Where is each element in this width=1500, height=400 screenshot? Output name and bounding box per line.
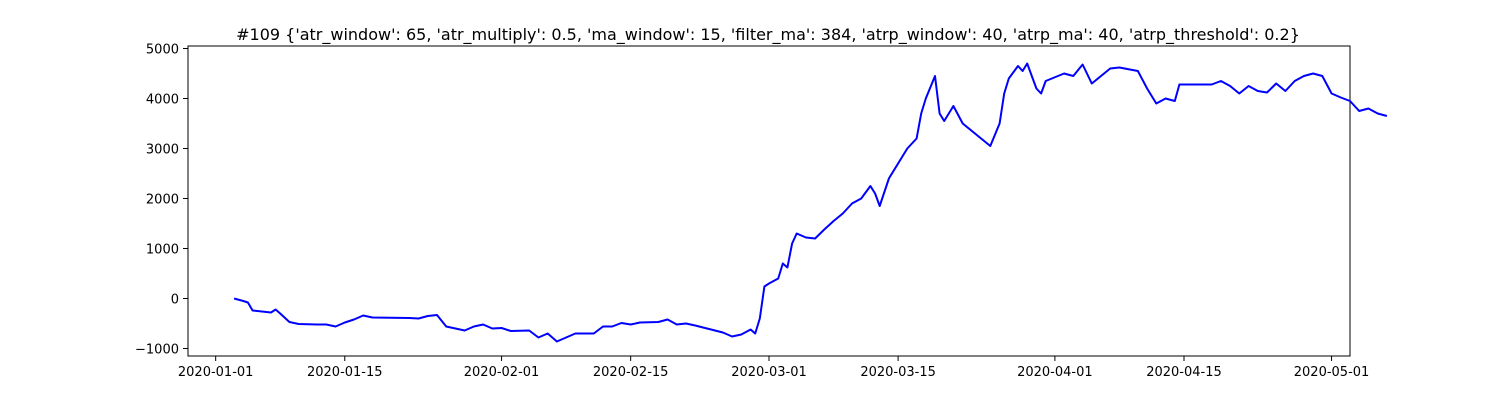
- x-tick-label: 2020-04-01: [1017, 365, 1093, 380]
- y-tick-label: 0: [171, 293, 179, 308]
- y-tick-label: 2000: [146, 193, 179, 208]
- x-axis: 2020-01-01 2020-01-15 2020-02-01 2020-02-15…: [178, 356, 1369, 380]
- x-tick-label: 2020-03-01: [731, 365, 807, 380]
- y-axis: −1000 0 1000 2000 3000 4000 5000: [135, 43, 188, 358]
- x-tick-label: 2020-04-15: [1146, 365, 1222, 380]
- plot-area: 2020-01-01 2020-01-15 2020-02-01 2020-02-15…: [135, 43, 1388, 380]
- series-line: [233, 62, 1388, 343]
- y-tick-label: 5000: [146, 43, 179, 58]
- y-tick-label: −1000: [135, 343, 179, 358]
- x-tick-label: 2020-01-01: [178, 365, 254, 380]
- y-tick-label: 1000: [146, 243, 179, 258]
- x-tick-label: 2020-01-15: [307, 365, 383, 380]
- chart-title: #109 {'atr_window': 65, 'atr_multiply': …: [236, 25, 1300, 45]
- plot-frame: [187, 45, 1351, 357]
- y-tick-label: 3000: [146, 143, 179, 158]
- x-tick-label: 2020-05-01: [1294, 365, 1370, 380]
- x-tick-label: 2020-03-15: [860, 365, 936, 380]
- y-tick-label: 4000: [146, 93, 179, 108]
- x-tick-label: 2020-02-15: [593, 365, 669, 380]
- x-tick-label: 2020-02-01: [464, 365, 540, 380]
